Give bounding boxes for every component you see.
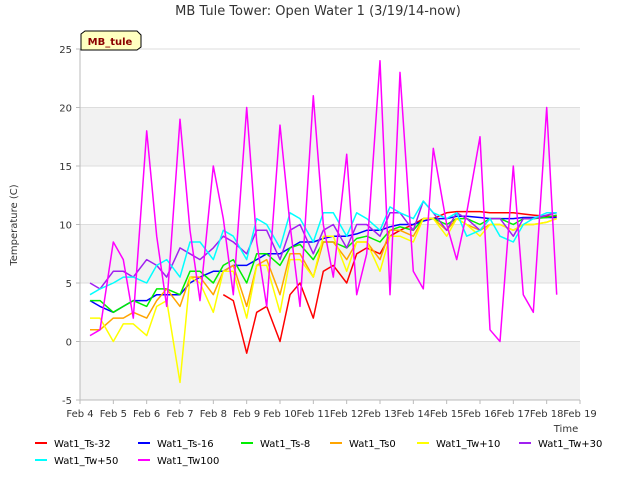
- badge-label: MB_tule: [88, 37, 133, 48]
- x-tick-label: Feb 10: [263, 409, 297, 420]
- legend-label: Wat1_Tw+30: [538, 439, 602, 450]
- x-tick-label: Feb 7: [166, 409, 193, 420]
- y-tick-label: 10: [59, 221, 72, 232]
- x-tick-label: Feb 8: [200, 409, 227, 420]
- chart-title: MB Tule Tower: Open Water 1 (3/19/14-now…: [175, 4, 461, 19]
- x-tick-label: Feb 14: [397, 409, 431, 420]
- series-line-wat1-tw100: [89, 59, 558, 343]
- legend-label: Wat1_Ts-8: [260, 439, 310, 450]
- x-tick-label: Feb 18: [530, 409, 564, 420]
- axes: -5 0 5 10 15 20 25 Feb 4 Feb 5 Feb 6 Feb 7 Feb 8 Feb…: [59, 45, 597, 420]
- x-axis-label: Time: [553, 424, 578, 435]
- legend-item: Wat1_Ts-16: [138, 439, 214, 450]
- legend-item: Wat1_Tw+50: [35, 456, 118, 467]
- x-tick-label: Feb 17: [497, 409, 531, 420]
- y-tick-label: 0: [66, 338, 72, 349]
- legend-label: Wat1_Tw+10: [436, 439, 500, 450]
- x-tick-label: Feb 13: [363, 409, 397, 420]
- y-tick-label: 5: [66, 279, 72, 290]
- legend: Wat1_Ts-32 Wat1_Ts-16 Wat1_Ts-8 Wat1_Ts0 Wat…: [35, 439, 602, 467]
- legend-item: Wat1_Tw100: [138, 456, 219, 467]
- plot-band: [80, 341, 580, 400]
- badge: MB_tule: [80, 30, 142, 51]
- x-tick-label: Feb 5: [100, 409, 127, 420]
- series-line-wat1-tw-50: [89, 200, 557, 296]
- legend-item: Wat1_Tw+30: [519, 439, 602, 450]
- x-tick-label: Feb 6: [133, 409, 160, 420]
- y-tick-label: 15: [59, 162, 72, 173]
- legend-item: Wat1_Ts-8: [241, 439, 310, 450]
- x-tick-label: Feb 11: [297, 409, 331, 420]
- y-tick-label: 20: [59, 104, 72, 115]
- x-tick-label: Feb 15: [430, 409, 464, 420]
- y-tick-label: 25: [59, 45, 72, 56]
- legend-label: Wat1_Tw+50: [54, 456, 118, 467]
- x-tick-label: Feb 16: [463, 409, 497, 420]
- y-axis-label: Temperature (C): [9, 184, 20, 266]
- legend-label: Wat1_Ts0: [349, 439, 396, 450]
- badge-shape: [80, 30, 142, 51]
- legend-item: Wat1_Ts0: [330, 439, 396, 450]
- series-lines: [89, 59, 558, 384]
- legend-item: Wat1_Tw+10: [417, 439, 500, 450]
- x-tick-label: Feb 9: [233, 409, 260, 420]
- y-tick-label: -5: [62, 396, 72, 407]
- plot-band: [80, 107, 580, 166]
- x-tick-label: Feb 12: [330, 409, 364, 420]
- legend-label: Wat1_Ts-32: [54, 439, 111, 450]
- x-tick-label: Feb 19: [563, 409, 597, 420]
- legend-item: Wat1_Ts-32: [35, 439, 111, 450]
- x-tick-label: Feb 4: [66, 409, 93, 420]
- legend-label: Wat1_Ts-16: [157, 439, 214, 450]
- legend-label: Wat1_Tw100: [157, 456, 219, 467]
